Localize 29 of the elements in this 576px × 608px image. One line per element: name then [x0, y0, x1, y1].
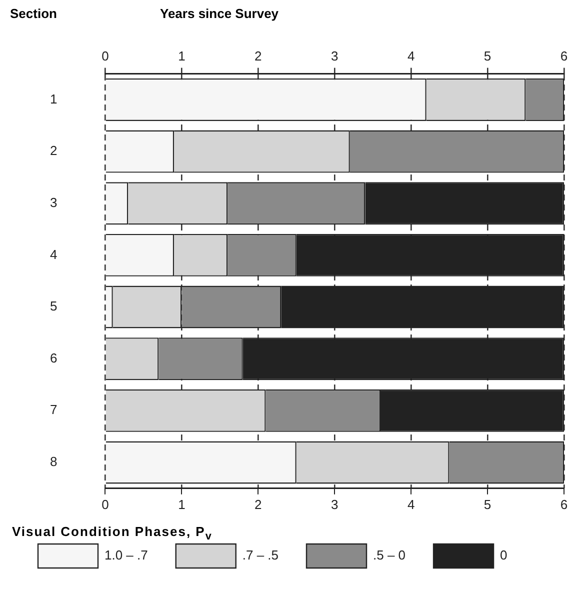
- x2-tick-label: 3: [331, 496, 338, 512]
- x2-tick-label: 4: [407, 496, 415, 512]
- y-tick-label: 3: [50, 194, 58, 210]
- x-axis-title: Years since Survey: [160, 6, 279, 21]
- x-tick-label: 1: [178, 48, 186, 64]
- legend-title: Visual Condition Phases, P$_{v}$: [12, 524, 212, 543]
- x2-tick-label: 5: [484, 496, 492, 512]
- y-tick-label: 4: [50, 246, 58, 262]
- legend-label: .7 – .5: [242, 548, 279, 563]
- x-tick-label: 6: [560, 48, 568, 64]
- x2-tick-label: 1: [178, 496, 186, 512]
- y-tick-label: 6: [50, 350, 58, 366]
- legend-label: 0: [500, 548, 508, 563]
- y-tick-label: 1: [50, 91, 58, 106]
- y-tick-label: 5: [50, 298, 58, 314]
- x-tick-label: 0: [102, 48, 109, 64]
- x-tick-label: 2: [254, 48, 262, 64]
- y-tick-label: 8: [50, 454, 58, 470]
- x-tick-label: 4: [407, 48, 415, 64]
- x2-tick-label: 0: [102, 496, 109, 512]
- y-tick-label: 7: [50, 402, 58, 418]
- y-tick-label: 2: [50, 143, 58, 158]
- legend-label: 1.0 – .7: [104, 548, 148, 563]
- y-axis-title: Section: [10, 6, 57, 21]
- x2-tick-label: 6: [560, 496, 568, 512]
- x-tick-label: 5: [484, 48, 492, 64]
- x-tick-label: 3: [331, 48, 338, 64]
- legend-label: .5 – 0: [373, 548, 406, 563]
- x2-tick-label: 2: [254, 496, 262, 512]
